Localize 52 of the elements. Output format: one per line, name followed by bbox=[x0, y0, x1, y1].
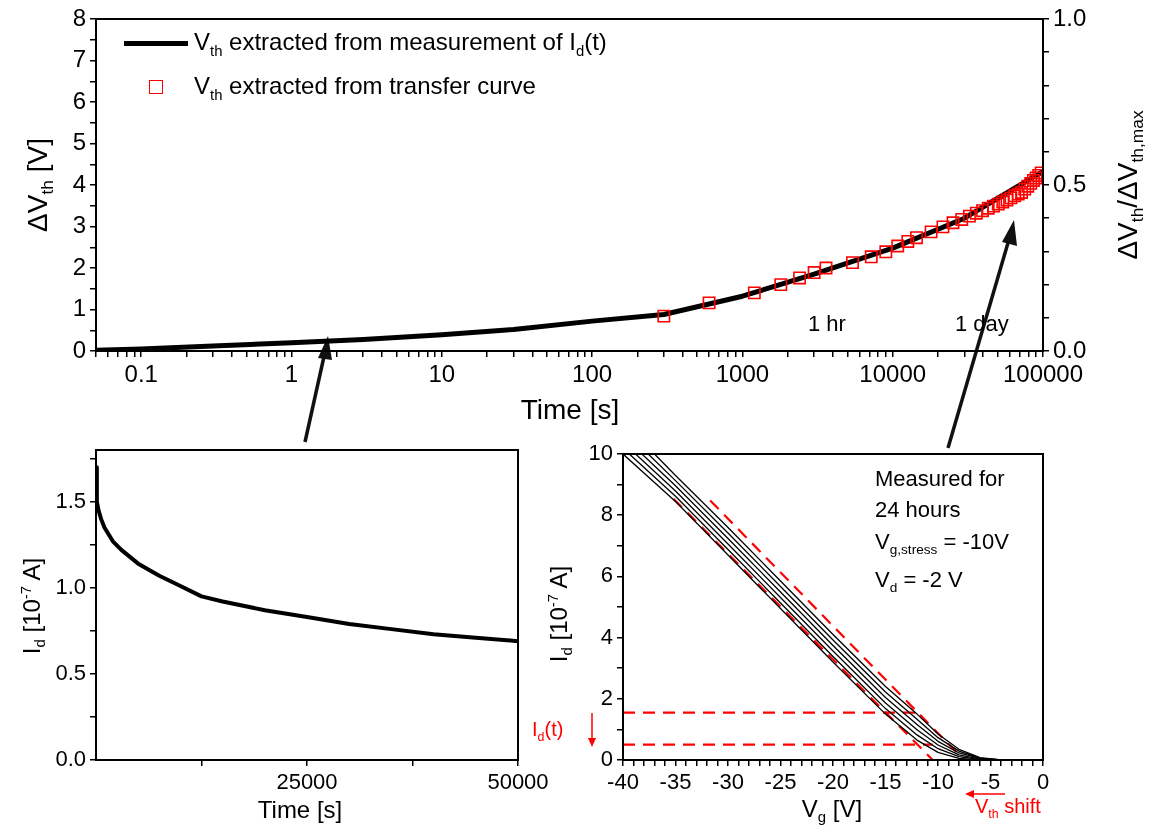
x-tick-label: 100 bbox=[572, 360, 613, 388]
x-tick-label: 0.1 bbox=[124, 360, 158, 388]
y-tick-label: 10 bbox=[588, 440, 613, 466]
y-tick-label: 0.0 bbox=[55, 746, 86, 772]
y-tick-label: 2 bbox=[72, 252, 86, 280]
y-tick-label: 6 bbox=[600, 562, 613, 588]
y2-tick-label: 0.5 bbox=[1053, 169, 1087, 197]
x-tick-label: 10000 bbox=[859, 360, 927, 388]
text: I$_{d}$(t) bbox=[532, 718, 564, 744]
x-tick-label: -15 bbox=[869, 769, 902, 795]
y-tick-label: 8 bbox=[72, 3, 86, 31]
x-tick-label: 25000 bbox=[276, 769, 338, 795]
x-tick-label: -25 bbox=[764, 769, 797, 795]
annotation: V$_{g,stress}$ = -10V bbox=[875, 528, 1009, 558]
y-tick-label: 3 bbox=[72, 211, 86, 239]
y-tick-label: 8 bbox=[600, 501, 613, 527]
y-tick-label: 1.5 bbox=[55, 487, 86, 513]
y2-tick-label: 0.0 bbox=[1053, 335, 1087, 363]
x-tick-label: 10 bbox=[428, 360, 456, 388]
y-tick-label: 1.0 bbox=[55, 573, 86, 599]
annotation: Measured for bbox=[875, 466, 1005, 492]
legend-label: V$_{th}$ extracted from measurement of I$_{d}$(t) bbox=[194, 27, 607, 59]
x-tick-label: 0 bbox=[1036, 769, 1050, 795]
y-tick-label: 0.5 bbox=[55, 659, 86, 685]
x-tick-label: -10 bbox=[922, 769, 954, 795]
annotation: 24 hours bbox=[875, 497, 961, 523]
x-axis-title: Time [s] bbox=[520, 394, 620, 426]
x-tick-label: 1 bbox=[284, 360, 299, 388]
y-tick-label: 6 bbox=[72, 86, 86, 114]
x-tick-label: 50000 bbox=[487, 769, 549, 795]
y-tick-label: 2 bbox=[600, 684, 613, 710]
x-tick-label: -20 bbox=[817, 769, 849, 795]
x-tick-label: -40 bbox=[607, 769, 639, 795]
x-tick-label: -5 bbox=[980, 769, 1001, 795]
y-tick-label: 0 bbox=[72, 335, 86, 363]
text: V$_{th}$ shift bbox=[975, 795, 1041, 821]
x-tick-label: 100000 bbox=[1002, 360, 1084, 388]
x-axis-title: Time [s] bbox=[257, 796, 343, 824]
x-axis-title: V$_{g}$ [V] bbox=[801, 794, 863, 826]
y-tick-label: 1 bbox=[72, 294, 86, 322]
y2-tick-label: 1.0 bbox=[1053, 3, 1087, 31]
y-tick-label: 7 bbox=[72, 45, 86, 73]
y-tick-label: 0 bbox=[600, 746, 613, 772]
annotation: V$_{d}$ = -2 V bbox=[875, 566, 963, 596]
x-tick-label: 1000 bbox=[715, 360, 770, 388]
y-tick-label: 5 bbox=[72, 128, 86, 156]
annotation: 1 hr bbox=[808, 311, 846, 337]
y-tick-label: 4 bbox=[72, 169, 86, 197]
legend-label: V$_{th}$ extracted from transfer curve bbox=[194, 71, 536, 103]
y-tick-label: 4 bbox=[600, 623, 613, 649]
x-tick-label: -35 bbox=[659, 769, 692, 795]
x-tick-label: -30 bbox=[712, 769, 744, 795]
